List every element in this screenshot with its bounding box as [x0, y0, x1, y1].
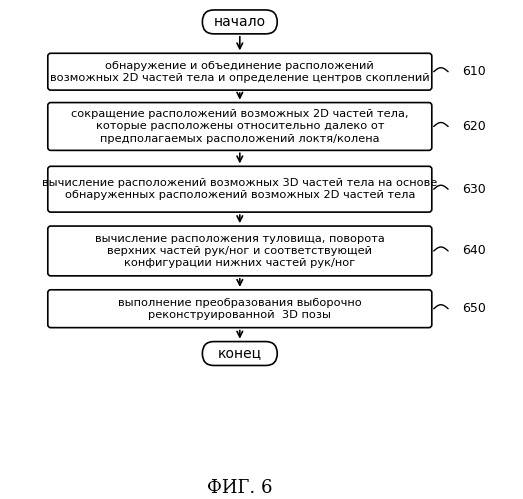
FancyBboxPatch shape: [202, 342, 277, 365]
Text: 640: 640: [462, 245, 486, 257]
FancyBboxPatch shape: [48, 290, 432, 328]
FancyBboxPatch shape: [48, 103, 432, 150]
Text: конец: конец: [218, 346, 262, 360]
Text: начало: начало: [214, 15, 266, 29]
Text: 650: 650: [462, 302, 486, 315]
Text: выполнение преобразования выборочно
реконструированной  3D позы: выполнение преобразования выборочно реко…: [118, 297, 362, 320]
Text: ФИГ. 6: ФИГ. 6: [207, 479, 272, 497]
Text: 620: 620: [462, 120, 486, 133]
Text: 630: 630: [462, 183, 486, 196]
FancyBboxPatch shape: [48, 53, 432, 90]
Text: сокращение расположений возможных 2D частей тела,
которые расположены относитель: сокращение расположений возможных 2D час…: [71, 109, 408, 144]
Text: 610: 610: [462, 65, 486, 78]
Text: вычисление расположений возможных 3D частей тела на основе
обнаруженных располож: вычисление расположений возможных 3D час…: [42, 178, 437, 201]
Text: вычисление расположения туловища, поворота
верхних частей рук/ног и соответствую: вычисление расположения туловища, поворо…: [95, 234, 385, 268]
FancyBboxPatch shape: [48, 226, 432, 276]
Text: обнаружение и объединение расположений
возможных 2D частей тела и определение це: обнаружение и объединение расположений в…: [50, 60, 429, 83]
FancyBboxPatch shape: [202, 10, 277, 34]
FancyBboxPatch shape: [48, 166, 432, 212]
